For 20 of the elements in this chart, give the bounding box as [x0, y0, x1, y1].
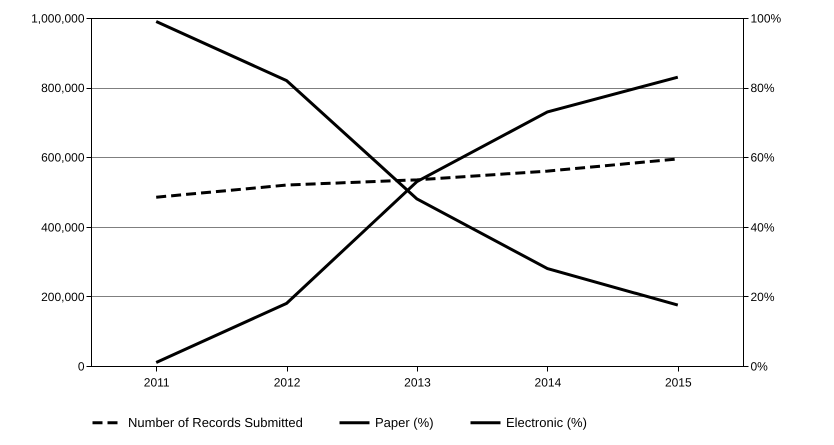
- x-tick-label: 2013: [404, 376, 432, 390]
- y2-tick-label: 0%: [750, 360, 768, 374]
- y2-tick-label: 60%: [750, 150, 775, 165]
- x-tick-label: 2014: [534, 376, 562, 390]
- y-tick-label: 200,000: [41, 290, 85, 304]
- y2-tick-label: 40%: [750, 220, 775, 234]
- legend-label: Number of Records Submitted: [128, 414, 303, 430]
- legend-label: Paper (%): [375, 414, 434, 430]
- y-tick-label: 600,000: [41, 150, 85, 165]
- x-tick-label: 2011: [144, 376, 170, 390]
- y2-tick-label: 80%: [750, 81, 775, 96]
- y-tick-label: 800,000: [41, 81, 85, 96]
- x-tick-label: 2012: [274, 376, 301, 390]
- y2-tick-label: 100%: [750, 12, 782, 26]
- x-tick-label: 2015: [664, 376, 692, 390]
- y-tick-label: 400,000: [41, 220, 85, 234]
- y2-tick-label: 20%: [750, 290, 775, 304]
- y-tick-label: 1,000,000: [31, 12, 85, 26]
- legend-label: Electronic (%): [506, 414, 587, 430]
- y-tick-label: 0: [78, 360, 85, 374]
